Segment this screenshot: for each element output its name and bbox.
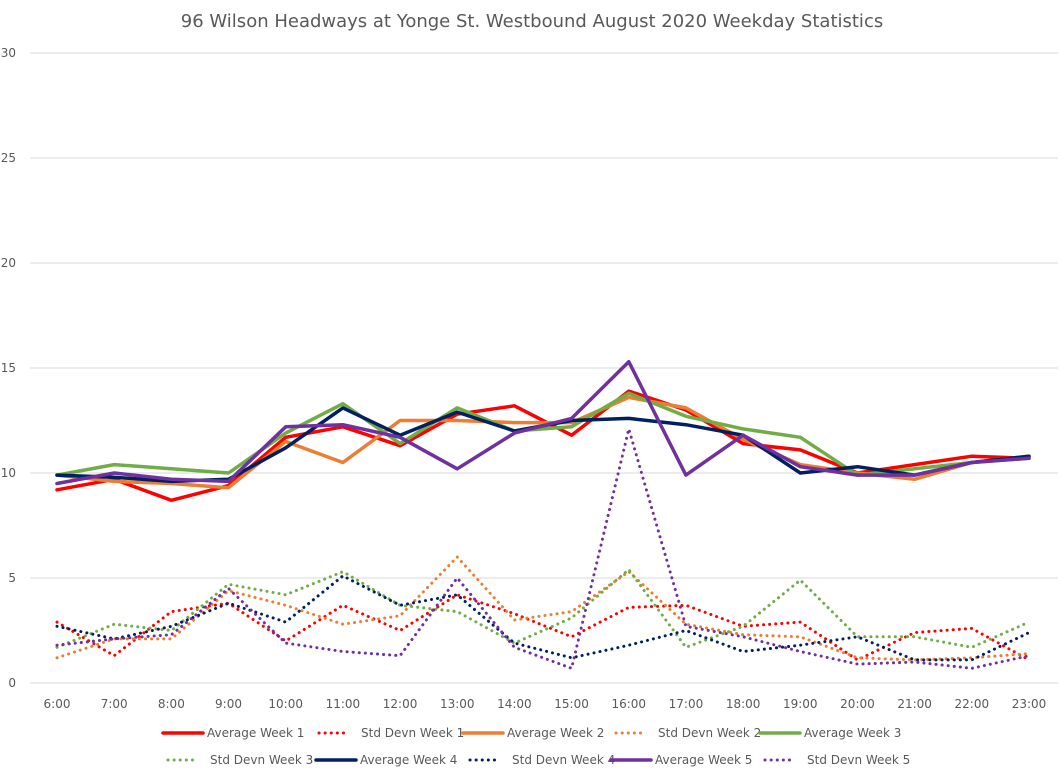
- legend-item-std-devn-week-3: Std Devn Week 3: [166, 753, 313, 767]
- legend-item-average-week-4: Average Week 4: [314, 753, 457, 767]
- x-tick-label: 11:00: [326, 697, 361, 711]
- y-tick-label: 15: [1, 361, 16, 375]
- x-tick-label: 19:00: [783, 697, 818, 711]
- x-tick-label: 7:00: [101, 697, 128, 711]
- legend-label: Average Week 3: [804, 726, 901, 740]
- y-tick-label: 10: [1, 466, 16, 480]
- y-tick-label: 5: [8, 571, 16, 585]
- legend-label: Average Week 2: [507, 726, 604, 740]
- x-tick-label: 22:00: [955, 697, 990, 711]
- x-tick-label: 9:00: [215, 697, 242, 711]
- legend-label: Std Devn Week 4: [512, 753, 615, 767]
- legend-item-std-devn-week-2: Std Devn Week 2: [614, 726, 761, 740]
- legend-label: Std Devn Week 2: [658, 726, 761, 740]
- legend-label: Average Week 5: [655, 753, 752, 767]
- x-tick-label: 20:00: [840, 697, 875, 711]
- x-tick-label: 18:00: [726, 697, 761, 711]
- series-std-devn-week-5: [55, 427, 1031, 670]
- x-tick-label: 10:00: [268, 697, 303, 711]
- x-tick-label: 6:00: [44, 697, 71, 711]
- x-tick-label: 16:00: [611, 697, 646, 711]
- legend-item-average-week-3: Average Week 3: [758, 726, 901, 740]
- series-average-week-3: [55, 391, 1031, 477]
- y-tick-label: 20: [1, 256, 16, 270]
- x-tick-label: 8:00: [158, 697, 185, 711]
- legend: Average Week 1 Std Devn Week 1 Average Wee…: [161, 726, 910, 767]
- series-average-week-5: [55, 359, 1031, 486]
- x-tick-label: 14:00: [497, 697, 532, 711]
- legend-label: Average Week 1: [207, 726, 304, 740]
- y-tick-label: 25: [1, 151, 16, 165]
- chart-title: 96 Wilson Headways at Yonge St. Westboun…: [181, 11, 883, 32]
- series-std-devn-week-1: [55, 593, 1031, 662]
- legend-item-average-week-5: Average Week 5: [609, 753, 752, 767]
- legend-label: Average Week 4: [360, 753, 457, 767]
- x-axis-ticks: 6:00 7:00 8:00 9:00 10:00 11:00 12:00 13:00 14:0…: [44, 697, 1047, 711]
- x-tick-label: 23:00: [1012, 697, 1047, 711]
- y-axis-ticks: 0 5 10 15 20 25 30: [1, 46, 16, 690]
- legend-item-std-devn-week-1: Std Devn Week 1: [317, 726, 464, 740]
- x-tick-label: 12:00: [383, 697, 418, 711]
- x-tick-label: 13:00: [440, 697, 475, 711]
- legend-label: Std Devn Week 3: [210, 753, 313, 767]
- legend-item-average-week-1: Average Week 1: [161, 726, 304, 740]
- series-std-devn-week-4: [55, 574, 1031, 662]
- gridlines: [30, 52, 1058, 684]
- x-tick-label: 15:00: [554, 697, 589, 711]
- legend-label: Std Devn Week 5: [807, 753, 910, 767]
- series-std-devn-week-3: [55, 568, 1031, 649]
- y-tick-label: 0: [8, 676, 16, 690]
- series-average-week-1: [55, 389, 1031, 503]
- legend-label: Std Devn Week 1: [361, 726, 464, 740]
- legend-item-std-devn-week-4: Std Devn Week 4: [468, 753, 615, 767]
- series-lines: [55, 359, 1031, 670]
- y-tick-label: 30: [1, 46, 16, 60]
- x-tick-label: 17:00: [669, 697, 704, 711]
- x-tick-label: 21:00: [897, 697, 932, 711]
- series-std-devn-week-2: [55, 555, 1031, 662]
- legend-item-std-devn-week-5: Std Devn Week 5: [763, 753, 910, 767]
- legend-item-average-week-2: Average Week 2: [461, 726, 604, 740]
